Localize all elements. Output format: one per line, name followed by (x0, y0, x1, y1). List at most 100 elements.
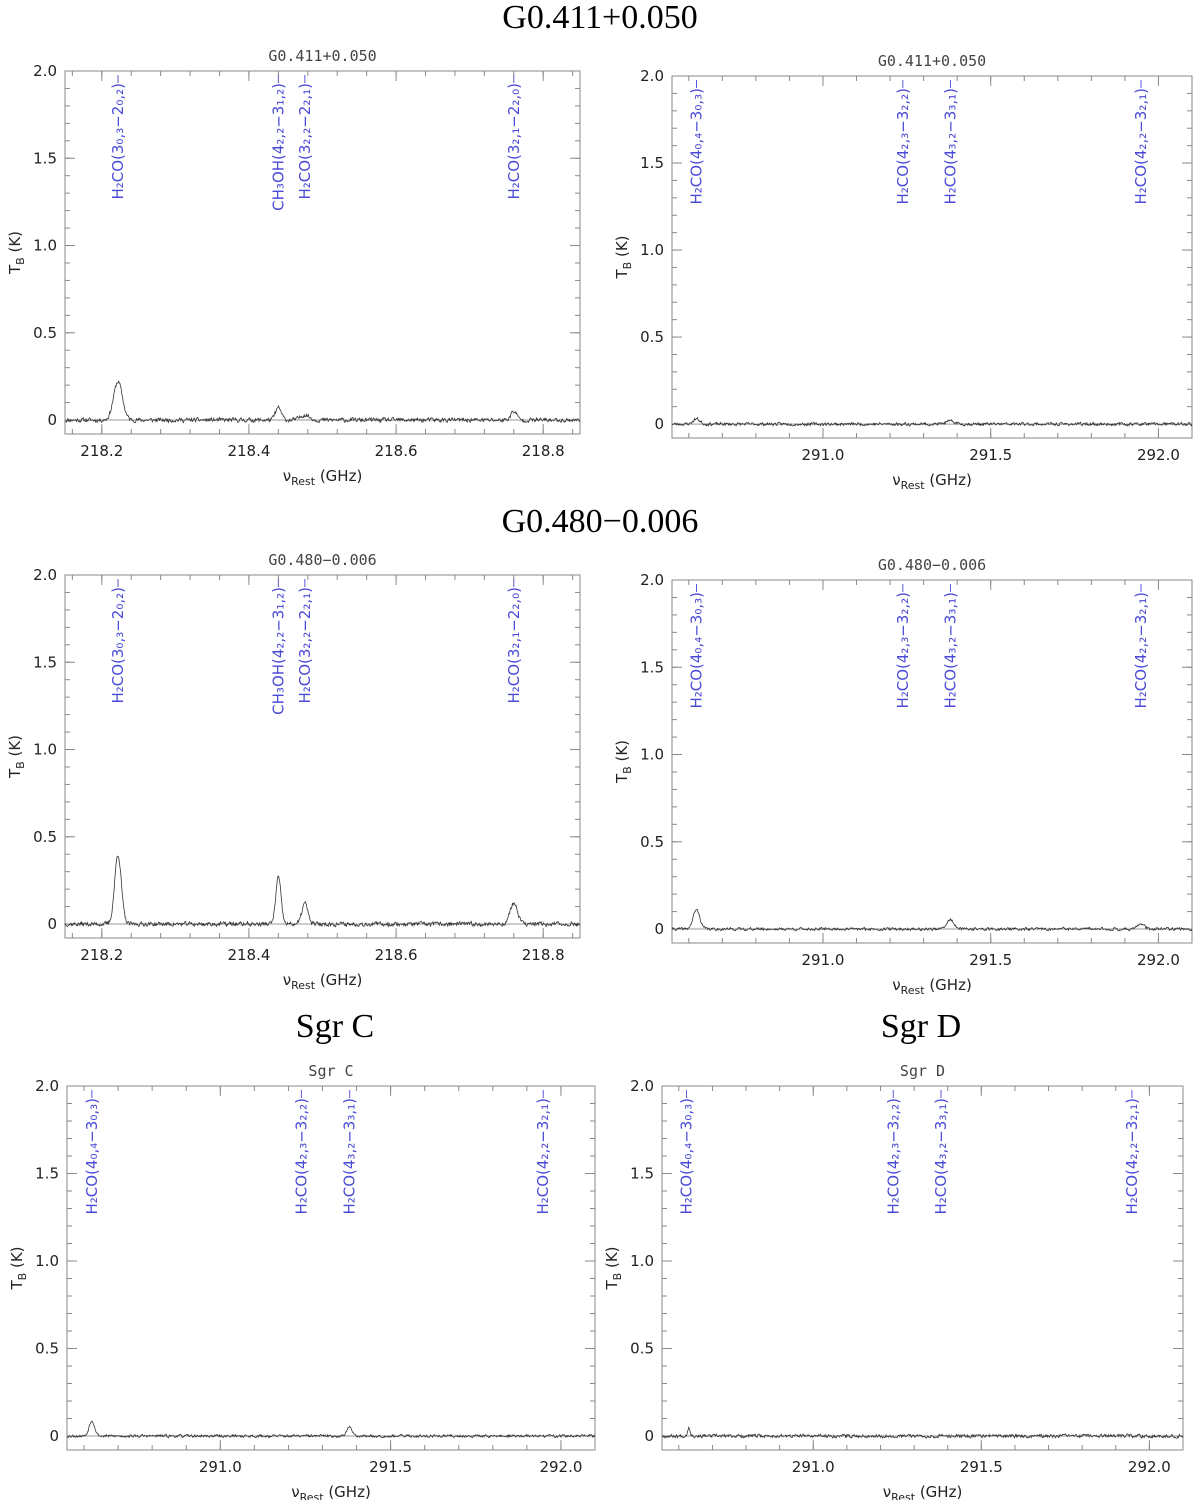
x-tick-label: 292.0 (1137, 951, 1180, 969)
spectrum-panel: 0 0.5 1.0 1.5 2.0 218.2 218.4 218.6 218.8 G0.411+… (6, 47, 581, 488)
spectrum-panel: 0 0.5 1.0 1.5 2.0 218.2 218.4 218.6 218.8 G0.480−… (6, 551, 581, 992)
x-tick-label: 218.6 (375, 442, 418, 460)
y-tick-label: 0.5 (630, 1340, 654, 1358)
plot-frame (671, 579, 1193, 944)
y-axis-label: TB (K) (613, 235, 634, 279)
x-tick-label: 292.0 (1128, 1458, 1171, 1476)
y-tick-label: 1.0 (33, 237, 57, 255)
spectrum-series (671, 416, 1193, 427)
y-tick-label: 1.5 (640, 154, 664, 172)
y-tick-label: 0.5 (35, 1340, 59, 1358)
section-title: Sgr C (296, 1008, 374, 1045)
line-id-label: H₂CO(4₃,₂−3₃,₁) (941, 592, 959, 709)
plot-frame (671, 75, 1193, 439)
line-id-label: H₂CO(4₂,₂−3₂,₁) (534, 1098, 552, 1215)
line-id-label: H₂CO(3₂,₁−2₂,₀) (505, 587, 523, 704)
panel-title: G0.411+0.050 (878, 52, 986, 70)
y-axis-label: TB (K) (613, 740, 634, 784)
line-id-label: H₂CO(4₂,₃−3₂,₂) (894, 88, 912, 205)
y-tick-label: 0 (47, 915, 57, 933)
y-tick-label: 1.5 (640, 658, 664, 676)
x-tick-label: 218.2 (80, 946, 123, 964)
line-id-label: H₂CO(4₃,₂−3₃,₁) (941, 88, 959, 205)
spectrum-series (64, 379, 581, 424)
x-tick-label: 291.5 (369, 1458, 412, 1476)
x-tick-label: 292.0 (539, 1458, 582, 1476)
x-tick-label: 291.0 (199, 1458, 242, 1476)
line-id-label: H₂CO(4₀,₄−3₀,₃) (687, 592, 705, 709)
spectrum-series (64, 855, 581, 928)
panel-title: Sgr C (308, 1062, 353, 1080)
spectrum-panel: 0 0.5 1.0 1.5 2.0 291.0 291.5 292.0 G0.411+0.050… (613, 52, 1193, 492)
y-tick-label: 0 (47, 411, 57, 429)
section-title: Sgr D (881, 1008, 961, 1045)
x-tick-label: 218.6 (375, 946, 418, 964)
line-id-label: H₂CO(4₀,₄−3₀,₃) (678, 1098, 696, 1215)
y-tick-label: 1.0 (630, 1252, 654, 1270)
y-tick-label: 2.0 (33, 566, 57, 584)
x-tick-label: 291.5 (960, 1458, 1003, 1476)
y-tick-label: 2.0 (630, 1077, 654, 1095)
y-axis-label: TB (K) (8, 1246, 29, 1290)
x-tick-label: 218.8 (522, 946, 565, 964)
x-tick-label: 291.0 (801, 951, 844, 969)
y-tick-label: 2.0 (33, 62, 57, 80)
line-id-label: H₂CO(4₂,₃−3₂,₂) (884, 1098, 902, 1215)
line-id-label: H₂CO(4₀,₄−3₀,₃) (83, 1098, 101, 1215)
y-tick-label: 1.0 (640, 746, 664, 764)
x-axis-label: νRest (GHz) (283, 467, 363, 488)
spectrum-series (671, 909, 1193, 932)
plot-frame (66, 1085, 596, 1451)
y-axis-label: TB (K) (603, 1246, 624, 1290)
spectrum-series (662, 1426, 1184, 1439)
y-tick-label: 0 (654, 920, 664, 938)
line-id-label: H₂CO(4₃,₂−3₃,₁) (341, 1098, 359, 1215)
x-tick-label: 291.0 (792, 1458, 835, 1476)
line-id-label: H₂CO(4₂,₃−3₂,₂) (292, 1098, 310, 1215)
x-axis-label: νRest (GHz) (892, 471, 972, 492)
y-tick-label: 0.5 (33, 324, 57, 342)
y-tick-label: 0.5 (33, 828, 57, 846)
y-tick-label: 1.0 (640, 241, 664, 259)
y-tick-label: 2.0 (35, 1077, 59, 1095)
y-tick-label: 2.0 (640, 571, 664, 589)
panel-title: Sgr D (900, 1062, 945, 1080)
line-id-label: H₂CO(4₂,₃−3₂,₂) (894, 592, 912, 709)
y-axis-label: TB (K) (6, 735, 27, 779)
x-tick-label: 218.2 (80, 442, 123, 460)
y-tick-label: 1.5 (33, 653, 57, 671)
line-id-label: H₂CO(3₂,₂−2₂,₁) (296, 587, 314, 704)
x-axis-label: νRest (GHz) (892, 976, 972, 997)
y-tick-label: 1.0 (33, 741, 57, 759)
y-tick-label: 0.5 (640, 328, 664, 346)
line-id-label: CH₃OH(4₂,₂−3₁,₂) (269, 587, 287, 715)
line-id-label: H₂CO(3₂,₂−2₂,₁) (296, 83, 314, 200)
line-id-label: H₂CO(3₀,₃−2₀,₂) (109, 587, 127, 704)
section-title: G0.480−0.006 (502, 503, 699, 540)
panel-title: G0.411+0.050 (268, 47, 376, 65)
line-id-label: H₂CO(4₂,₂−3₂,₁) (1132, 88, 1150, 205)
y-tick-label: 0 (49, 1427, 59, 1445)
x-tick-label: 291.5 (969, 951, 1012, 969)
x-tick-label: 291.0 (801, 446, 844, 464)
panel-title: G0.480−0.006 (878, 556, 986, 574)
y-tick-label: 1.5 (35, 1165, 59, 1183)
y-tick-label: 2.0 (640, 67, 664, 85)
x-tick-label: 218.4 (227, 442, 270, 460)
spectrum-panel: 0 0.5 1.0 1.5 2.0 291.0 291.5 292.0 Sgr D νRest (… (603, 1062, 1184, 1500)
line-id-label: H₂CO(3₂,₁−2₂,₀) (505, 83, 523, 200)
x-axis-label: νRest (GHz) (283, 971, 363, 992)
spectrum-panel: 0 0.5 1.0 1.5 2.0 291.0 291.5 292.0 G0.480−0.006… (613, 556, 1193, 997)
line-id-label: H₂CO(4₃,₂−3₃,₁) (932, 1098, 950, 1215)
spectrum-panel: 0 0.5 1.0 1.5 2.0 291.0 291.5 292.0 Sgr C νRest (… (8, 1062, 596, 1500)
y-tick-label: 1.0 (35, 1252, 59, 1270)
spectrum-series (66, 1420, 596, 1439)
line-id-label: H₂CO(4₀,₄−3₀,₃) (687, 88, 705, 205)
x-tick-label: 218.8 (522, 442, 565, 460)
y-tick-label: 0.5 (640, 833, 664, 851)
plot-frame (661, 1085, 1184, 1451)
plot-frame (64, 70, 581, 435)
y-tick-label: 1.5 (33, 149, 57, 167)
y-tick-label: 1.5 (630, 1165, 654, 1183)
